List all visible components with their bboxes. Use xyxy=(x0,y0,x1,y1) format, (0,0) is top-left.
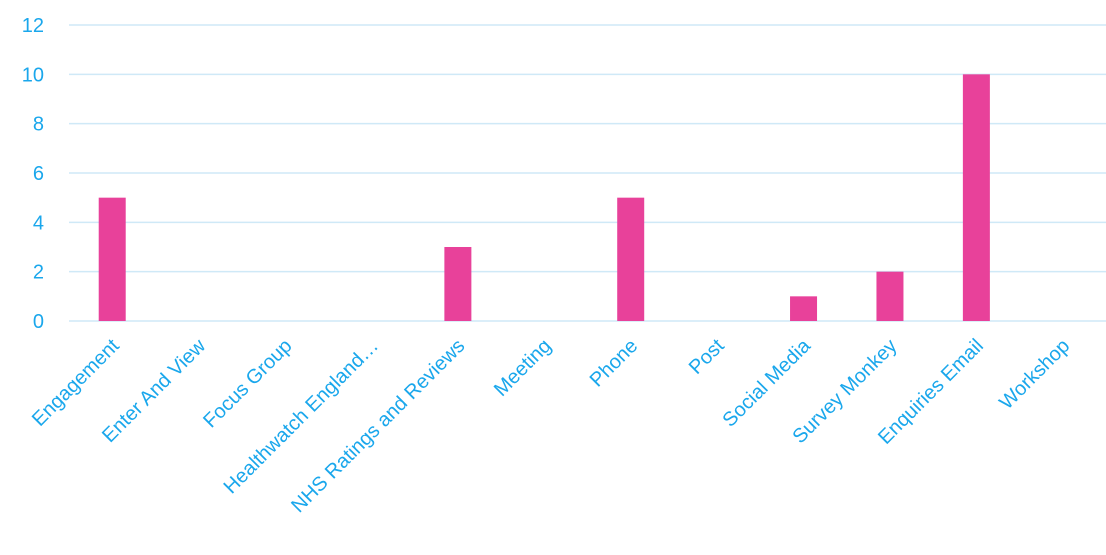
gridlines xyxy=(69,24,1106,322)
x-tick-label: Engagement xyxy=(28,335,124,431)
x-tick-label: Healthwatch England… xyxy=(220,335,383,498)
x-tick-label: Workshop xyxy=(995,335,1074,414)
bar-social-media xyxy=(790,296,818,321)
y-tick-label: 6 xyxy=(33,163,44,185)
bar-engagement xyxy=(98,197,126,321)
bars xyxy=(98,74,990,321)
x-tick-label: Phone xyxy=(586,335,642,391)
y-tick-label: 0 xyxy=(33,311,44,333)
bar-enquiries-email xyxy=(962,74,990,321)
y-tick-label: 4 xyxy=(33,212,44,234)
x-tick-label: Meeting xyxy=(490,335,556,401)
x-tick-label: Focus Group xyxy=(199,335,296,432)
y-tick-label: 10 xyxy=(22,64,44,86)
y-tick-label: 8 xyxy=(33,114,44,136)
x-tick-label: NHS Ratings and Reviews xyxy=(287,335,469,517)
x-tick-label: Post xyxy=(685,335,729,379)
bar-nhs-ratings-and-reviews xyxy=(444,247,472,321)
bar-phone xyxy=(617,197,645,321)
bar-survey-monkey xyxy=(876,271,904,321)
y-axis-ticks: 0 2 4 6 8 10 12 xyxy=(22,15,44,333)
y-tick-label: 2 xyxy=(33,262,44,284)
y-tick-label: 12 xyxy=(22,15,44,37)
x-tick-label: Social Media xyxy=(719,334,816,431)
